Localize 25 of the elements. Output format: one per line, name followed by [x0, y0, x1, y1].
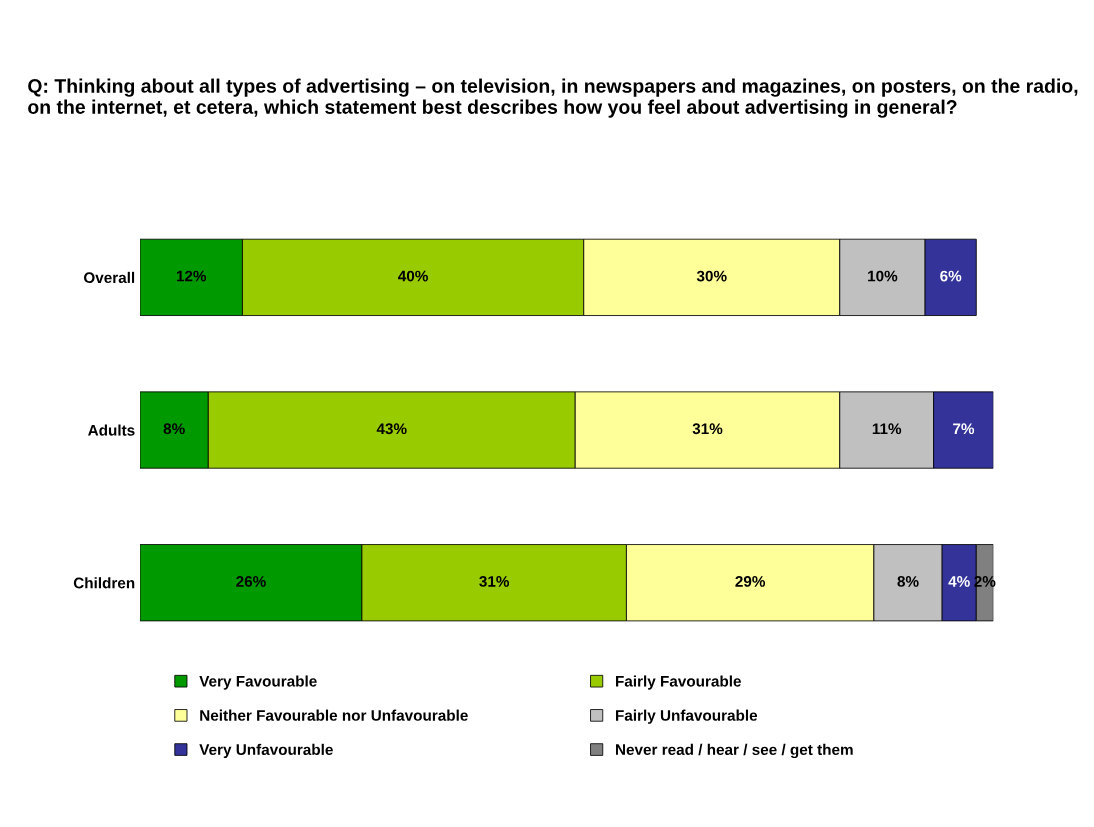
data-label: 31% — [692, 423, 723, 435]
data-label: 29% — [735, 576, 766, 587]
legend-label: Very Unfavourable — [199, 743, 333, 759]
data-label: 8% — [163, 423, 185, 435]
data-label: 10% — [868, 270, 898, 282]
data-label: 30% — [696, 270, 727, 282]
data-label: 31% — [479, 576, 510, 587]
y-tick-label: Adults — [88, 424, 135, 436]
data-label: 26% — [236, 576, 266, 587]
data-label: 4% — [948, 576, 970, 587]
data-label: 43% — [376, 423, 407, 435]
legend-label: Fairly Unfavourable — [616, 709, 758, 724]
data-label: 12% — [176, 270, 207, 282]
legend-label: Very Favourable — [199, 675, 317, 690]
y-tick-label: Overall — [83, 271, 135, 284]
chart-title: Q: Thinking about all types of advertising – on television, in newspapers and magazines, on posters, on the radio, on the internet, et cetera, which statement best describes how you feel about advertising in general? — [28, 78, 1078, 118]
data-label: 40% — [398, 270, 428, 282]
legend-label: Never read / hear / see / get them — [616, 743, 853, 759]
legend-label: Neither Favourable nor Unfavourable — [200, 709, 468, 721]
data-label: 6% — [940, 270, 962, 282]
legend-label: Fairly Favourable — [616, 675, 741, 690]
data-label: 11% — [872, 423, 902, 435]
y-tick-label: Children — [73, 577, 135, 589]
data-label: 7% — [953, 423, 975, 435]
data-label: 8% — [897, 576, 919, 587]
